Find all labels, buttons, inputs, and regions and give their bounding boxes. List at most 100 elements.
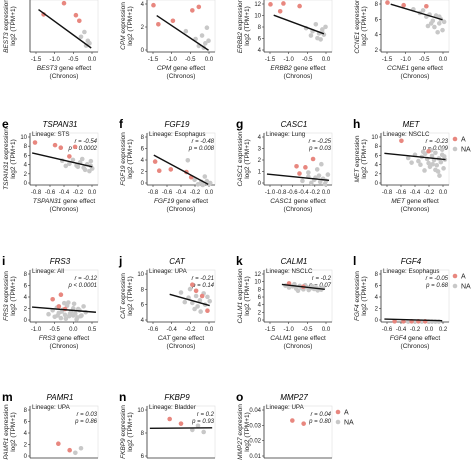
x-axis-label-units: (Chronos) <box>284 73 313 80</box>
y-axis-label-units: log2 (TPM+1) <box>244 276 251 316</box>
point-a <box>58 292 64 298</box>
x-axis-label-gene: CCNE1 <box>387 65 409 72</box>
point-a <box>424 3 429 9</box>
point-na <box>432 24 437 30</box>
point-a <box>152 159 158 164</box>
panel-letter: e <box>2 117 9 131</box>
r-value: r = -0.54 <box>74 139 97 145</box>
point-na <box>429 153 435 159</box>
y-tick-label: 8 <box>258 25 262 31</box>
x-axis-label-units: (Chronos) <box>284 206 313 213</box>
point-a <box>281 1 286 6</box>
y-axis-label-units: log2 (TPM+1) <box>244 412 251 452</box>
y-axis-label-rest: expression <box>237 404 244 438</box>
y-tick-label: 8 <box>375 2 379 8</box>
point-na <box>433 167 438 173</box>
point-na <box>314 167 320 172</box>
y-axis-label-gene: MMP27 <box>237 437 244 460</box>
y-axis-label-rest: expression <box>120 2 127 36</box>
point-na <box>78 313 83 319</box>
point-a <box>303 165 308 170</box>
y-axis-label: PAMR1 expression <box>3 404 10 460</box>
y-tick-label: 6 <box>24 284 28 290</box>
point-a <box>156 168 162 173</box>
point-a <box>297 3 302 9</box>
point-na <box>409 160 414 165</box>
y-axis-label-rest: expression <box>237 131 244 165</box>
y-tick-label: 8 <box>258 287 262 293</box>
panel-f: f FGF19 -0.8 -0.6 -0.4 -0.2 0.0 8 6 4 2 0 Lineage: E… <box>119 117 216 213</box>
lineage-label: Lineage: UPA <box>266 404 305 411</box>
x-tick-label: -1.5 <box>382 57 393 63</box>
y-tick-label: 2 <box>375 48 379 54</box>
lineage-label: Lineage: UPA <box>149 268 188 275</box>
legend-a-marker <box>452 273 458 279</box>
y-tick-label: 0.01 <box>249 454 261 460</box>
y-tick-label: 0 <box>141 48 145 54</box>
y-axis-label: CPM expression <box>120 2 127 50</box>
panel-h: h MET -0.8 -0.6 -0.4 -0.2 0.0 10 8 6 4 2 0 Lineage: N… <box>353 117 471 213</box>
point-a <box>32 140 38 145</box>
y-tick-label: 4 <box>375 295 379 301</box>
point-na <box>420 8 426 13</box>
point-na <box>437 173 442 178</box>
x-tick-label: -0.6 <box>382 327 393 333</box>
y-tick-label: 0.04 <box>249 408 261 414</box>
point-na <box>316 173 322 178</box>
y-axis-label-gene: CASC1 <box>237 164 244 186</box>
r-value: r = -0.12 <box>74 276 97 282</box>
point-na <box>313 21 319 27</box>
point-na <box>428 21 434 26</box>
point-na <box>182 299 188 305</box>
y-axis-label-units: log2 (TPM+1) <box>361 139 368 179</box>
p-value: p = 0.03 <box>308 146 332 152</box>
x-tick-label: -0.4 <box>410 190 421 196</box>
x-axis-label-units: (Chronos) <box>50 206 79 213</box>
y-tick-label: 8 <box>141 431 145 437</box>
y-tick-label: 3 <box>258 147 262 153</box>
x-tick-label: -0.8 <box>31 190 42 196</box>
x-axis-label: CCNE1 gene effect <box>387 65 443 72</box>
panel-gene-title: MMP27 <box>280 393 308 402</box>
y-tick-label: 6 <box>375 153 379 159</box>
point-na <box>183 28 189 34</box>
y-tick-label: 12 <box>254 272 261 278</box>
r-value: r = 0.2 <box>197 412 215 418</box>
lineage-label: Lineage: NSCLC <box>383 131 430 138</box>
x-tick-label: 0.0 <box>322 327 331 333</box>
point-a <box>277 8 283 14</box>
point-na <box>190 427 195 433</box>
y-tick-label: 2 <box>258 310 262 316</box>
y-axis-label-units: log2 (TPM+1) <box>10 276 17 316</box>
point-na <box>200 182 206 188</box>
point-na <box>66 300 71 305</box>
x-tick-label: -0.2 <box>310 190 321 196</box>
point-na <box>433 150 438 156</box>
r-value: r = -0.2 <box>312 276 332 282</box>
panel-gene-title: FGF19 <box>165 120 190 129</box>
y-tick-label: 0 <box>258 318 262 324</box>
x-axis-label-gene: CPM <box>157 65 172 72</box>
fit-line <box>266 173 330 182</box>
y-tick-label: 10 <box>254 280 261 286</box>
y-tick-label: 8 <box>24 144 28 150</box>
p-value: p = 0.86 <box>74 419 98 425</box>
lineage-label: Lineage: Bladder <box>149 404 196 411</box>
p-value: p = 0.07 <box>308 283 332 289</box>
y-tick-label: 4 <box>24 163 28 169</box>
y-axis-label-units: log2 (TPM+1) <box>127 6 134 46</box>
y-axis-label-gene: ERBB2 <box>237 32 244 54</box>
point-na <box>418 162 423 168</box>
x-tick-label: -0.4 <box>396 327 407 333</box>
point-na <box>178 290 184 295</box>
point-a <box>426 148 431 154</box>
y-axis-label: ERBB2 expression <box>237 0 244 53</box>
point-na <box>63 316 69 322</box>
y-tick-label: 0 <box>24 454 28 460</box>
panel-i: i FRS3 -1.0 -0.5 0.0 0.5 8 6 4 2 0 Lineage: All r = … <box>2 254 99 350</box>
point-na <box>438 159 444 165</box>
legend: A NA <box>335 410 354 427</box>
x-axis-label-units: (Chronos) <box>50 73 79 80</box>
p-value: p = 0.14 <box>191 283 215 289</box>
y-axis-label-gene: CAT <box>120 305 127 319</box>
